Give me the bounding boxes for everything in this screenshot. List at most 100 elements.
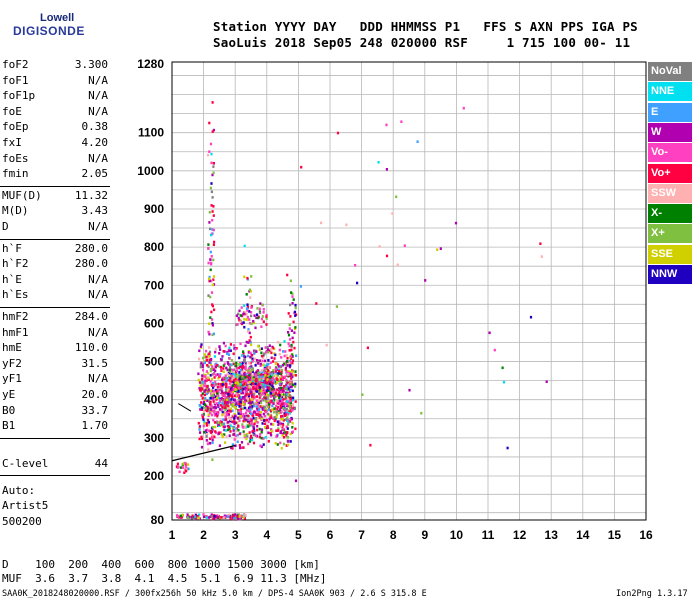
echo-point — [202, 413, 205, 416]
echo-point — [222, 367, 225, 370]
echo-point — [238, 409, 241, 412]
echo-point — [238, 514, 241, 517]
echo-point — [212, 165, 215, 168]
echo-point — [261, 370, 264, 374]
echo-point — [234, 379, 238, 383]
echo-point — [251, 370, 254, 374]
echo-point — [247, 401, 250, 404]
echo-point — [222, 350, 225, 353]
echo-point — [293, 310, 297, 314]
echo-point — [264, 397, 267, 400]
echo-point — [198, 425, 201, 428]
echo-point — [209, 258, 212, 261]
echo-point — [206, 418, 210, 422]
echo-point — [238, 309, 241, 313]
echo-point — [278, 369, 281, 373]
echo-point — [287, 370, 290, 373]
echo-point — [275, 404, 278, 408]
echo-point — [205, 358, 208, 362]
echo-point — [241, 389, 244, 393]
echo-point — [249, 361, 252, 365]
echo-point — [210, 261, 213, 265]
y-tick-label: 300 — [144, 431, 164, 445]
echo-point — [250, 412, 253, 416]
echo-point — [272, 402, 275, 405]
echo-point — [212, 228, 215, 232]
echo-point — [212, 406, 215, 409]
echo-point — [243, 244, 246, 248]
echo-point — [235, 361, 238, 365]
echo-point — [177, 515, 180, 518]
echo-point — [256, 307, 259, 310]
echo-point — [280, 424, 283, 428]
echo-point — [205, 428, 209, 432]
echo-point — [242, 352, 245, 355]
echo-point — [292, 320, 295, 324]
echo-point — [250, 417, 253, 421]
echo-point — [285, 411, 288, 414]
echo-point — [354, 264, 357, 267]
echo-point — [243, 379, 247, 383]
param-value: 284.0 — [74, 310, 108, 323]
echo-point — [286, 273, 289, 277]
echo-point — [228, 427, 231, 430]
echo-point — [205, 409, 208, 413]
echo-point — [181, 466, 184, 469]
echo-point — [212, 400, 215, 403]
echo-point — [290, 357, 293, 360]
echo-point — [282, 419, 285, 422]
echo-point — [281, 369, 284, 372]
echo-point — [267, 405, 270, 408]
echo-point — [265, 315, 268, 318]
echo-point — [184, 465, 187, 468]
echo-point — [224, 408, 227, 411]
echo-point — [209, 402, 212, 406]
echo-point — [231, 378, 234, 381]
param-key: C-level — [2, 457, 49, 470]
echo-point — [238, 403, 241, 407]
echo-point — [265, 418, 268, 422]
echo-point — [290, 345, 293, 348]
echo-point — [209, 374, 212, 377]
echo-point — [262, 377, 265, 381]
echo-point — [270, 429, 273, 432]
echo-point — [209, 442, 212, 445]
echo-point — [200, 378, 204, 381]
echo-point — [247, 414, 250, 418]
echo-point — [214, 401, 217, 404]
echo-point — [279, 422, 282, 425]
echo-point — [227, 408, 230, 412]
echo-point — [223, 515, 226, 519]
echo-point — [241, 415, 244, 418]
echo-point — [229, 419, 232, 423]
legend-item-xplus: X+ — [648, 224, 692, 244]
echo-point — [249, 410, 252, 413]
echo-point — [238, 356, 241, 360]
param-row-fof2: foF2 3.300 — [2, 58, 108, 74]
echo-point — [291, 375, 294, 379]
echo-point — [233, 420, 236, 423]
legend-item-e: E — [648, 102, 692, 122]
echo-point — [285, 378, 288, 382]
echo-point — [232, 352, 235, 356]
echo-point — [248, 331, 251, 335]
echo-point — [210, 515, 213, 518]
echo-point — [218, 352, 221, 355]
footer-file-info: SAA0K_2018248020000.RSF / 300fx256h 50 k… — [2, 589, 427, 599]
echo-point — [249, 290, 252, 293]
echo-point — [254, 385, 257, 388]
param-row-hf: h`F 280.0 — [2, 242, 108, 258]
auto-label: Auto: — [2, 484, 36, 497]
echo-point — [276, 381, 279, 384]
echo-point — [208, 332, 211, 336]
echo-point — [207, 376, 210, 380]
echo-point — [245, 425, 248, 429]
echo-point — [232, 362, 235, 366]
param-row-mufd: MUF(D) 11.32 — [2, 189, 108, 205]
echo-point — [233, 517, 236, 520]
param-value: N/A — [88, 220, 108, 233]
echo-point — [257, 410, 260, 414]
echo-point — [254, 418, 257, 421]
echo-point — [216, 392, 219, 396]
echo-point — [276, 407, 279, 411]
